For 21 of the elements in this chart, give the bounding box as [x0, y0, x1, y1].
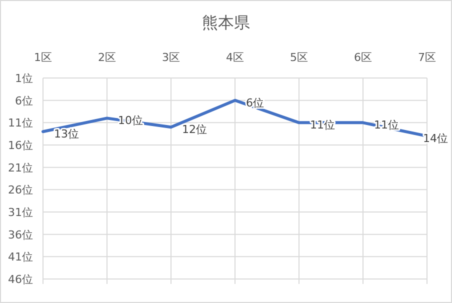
xtick: 7区	[418, 51, 436, 64]
xtick: 5区	[290, 51, 308, 64]
value-label: 12位	[182, 123, 207, 136]
ytick: 46位	[8, 273, 33, 286]
xtick: 3区	[162, 51, 180, 64]
ytick: 41位	[8, 250, 33, 264]
ytick: 1位	[15, 72, 33, 85]
ytick: 6位	[15, 94, 33, 108]
xtick: 6区	[354, 51, 372, 64]
value-label: 13位	[54, 128, 79, 141]
ytick: 21位	[8, 161, 33, 174]
xtick: 2区	[98, 51, 116, 64]
xtick: 1区	[34, 51, 52, 64]
ytick: 36位	[8, 228, 33, 242]
ytick: 31位	[8, 206, 33, 219]
ytick: 26位	[8, 184, 33, 197]
title: 熊本県	[202, 13, 250, 32]
ytick: 11位	[8, 116, 33, 130]
ytick: 16位	[8, 139, 33, 152]
value-label: 14位	[423, 132, 448, 146]
xtick: 4区	[226, 51, 244, 64]
